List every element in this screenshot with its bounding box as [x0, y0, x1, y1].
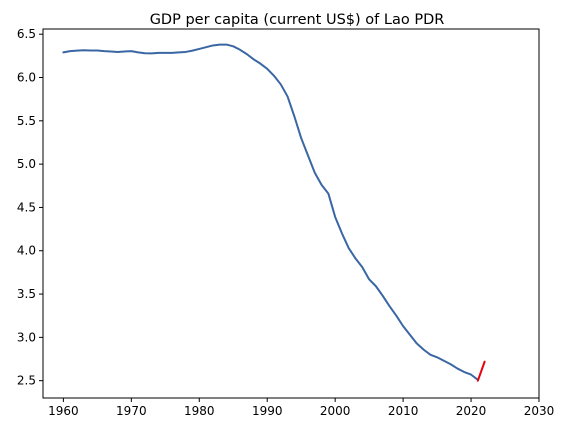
y-axis: 2.5 3.0 3.5 4.0 4.5 5.0 5.5 6.0 6.5 [17, 27, 43, 388]
x-tick-label: 1990 [252, 404, 283, 418]
x-tick-label: 1980 [184, 404, 215, 418]
x-axis: 1960 1970 1980 1990 2000 2010 2020 2030 [48, 398, 554, 418]
y-tick-label: 2.5 [17, 374, 36, 388]
series-line-0 [62, 43, 479, 381]
y-tick-label: 4.0 [17, 244, 36, 258]
y-tick-label: 5.0 [17, 157, 36, 171]
x-tick-label: 1960 [48, 404, 79, 418]
y-tick-label: 4.5 [17, 200, 36, 214]
x-tick-label: 2000 [320, 404, 351, 418]
x-tick-label: 2010 [388, 404, 419, 418]
x-tick-label: 2030 [524, 404, 555, 418]
x-tick-label: 2020 [456, 404, 487, 418]
y-tick-label: 3.5 [17, 287, 36, 301]
y-tick-label: 3.0 [17, 330, 36, 344]
series-layer [62, 43, 486, 382]
y-tick-label: 5.5 [17, 114, 36, 128]
series-line-1 [476, 360, 486, 382]
chart-title: GDP per capita (current US$) of Lao PDR [150, 12, 445, 28]
y-tick-label: 6.0 [17, 71, 36, 85]
x-tick-label: 1970 [116, 404, 147, 418]
plot-area-frame [42, 28, 540, 399]
y-tick-label: 6.5 [17, 27, 36, 41]
